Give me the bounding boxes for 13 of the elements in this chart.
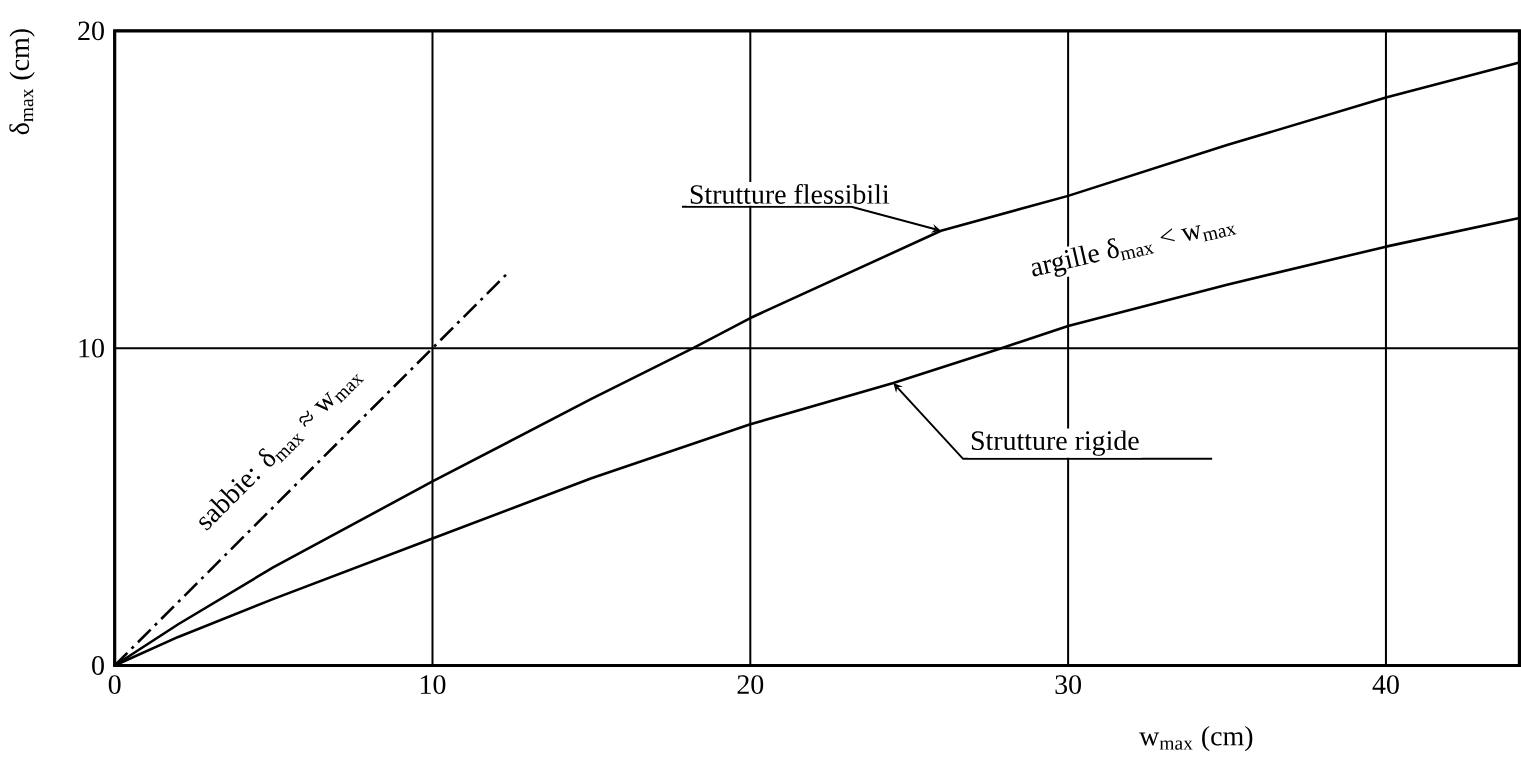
y-tick-label: 10 xyxy=(79,338,104,358)
x-tick-label: 20 xyxy=(737,675,764,694)
x-axis-title: w$_{max}$ (cm) xyxy=(1139,725,1253,752)
y-axis-title: δ$_{max}$ (cm) xyxy=(9,29,35,135)
x-tick-label: 0 xyxy=(108,675,121,694)
y-tick-label: 20 xyxy=(78,21,104,41)
x-tick-label: 30 xyxy=(1055,675,1081,694)
y-tick-label: 0 xyxy=(92,656,104,675)
annotation: Strutture rigide xyxy=(971,430,1139,456)
x-tick-label: 40 xyxy=(1372,675,1399,694)
x-tick-label: 10 xyxy=(420,675,446,694)
annotation: argille δ$_{max}$ < w$_{max}$ xyxy=(1031,224,1237,277)
annotation: Strutture flessibili xyxy=(690,183,890,204)
